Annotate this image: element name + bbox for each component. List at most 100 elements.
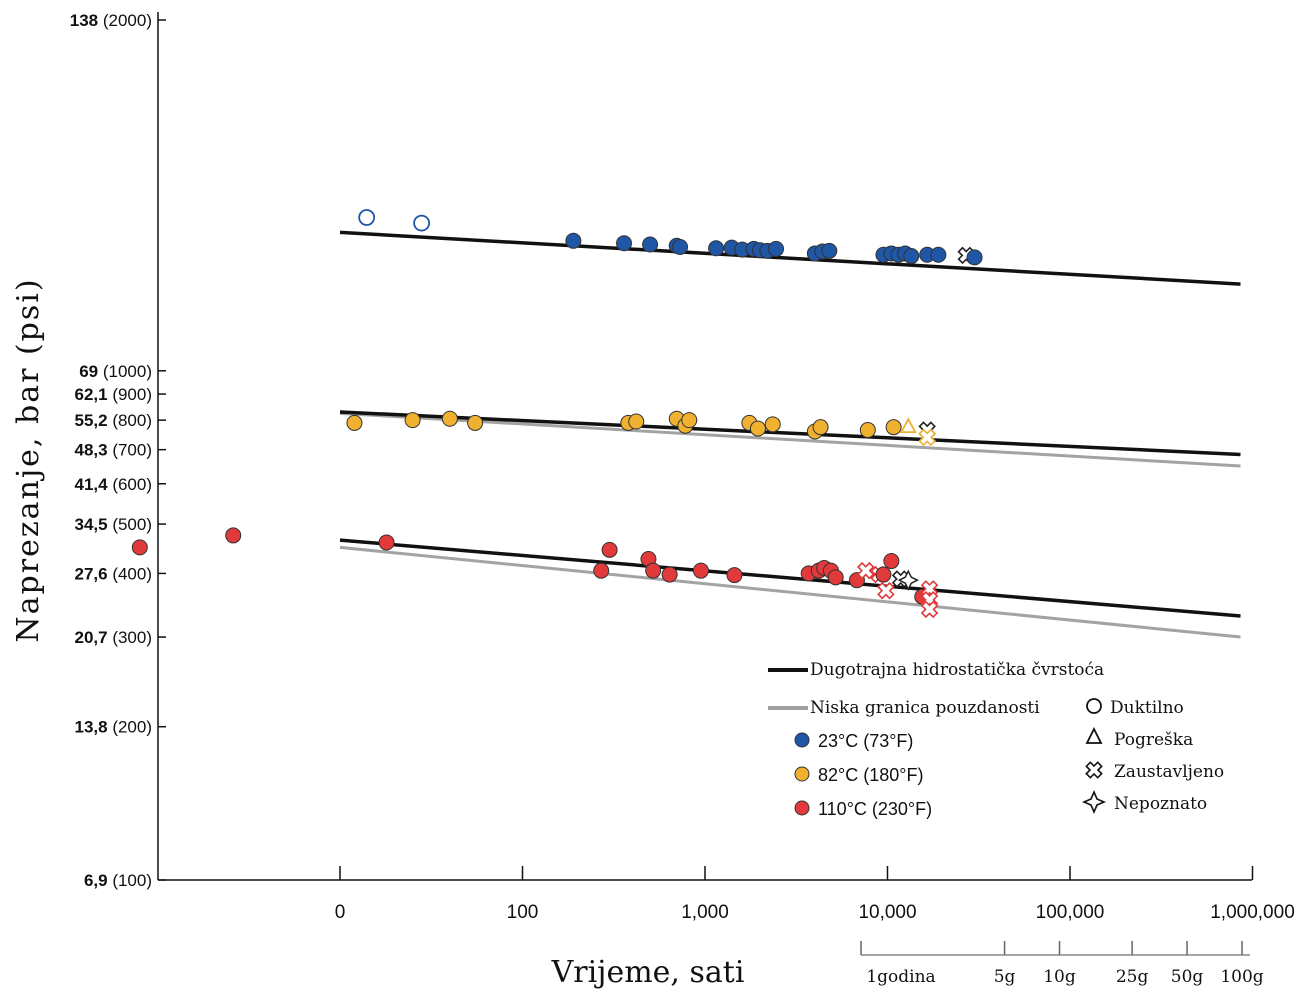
point — [903, 248, 920, 265]
y-tick-psi: (400) — [112, 564, 152, 583]
legend-marker-cross — [1085, 761, 1103, 779]
point — [930, 246, 947, 263]
point — [812, 419, 829, 436]
point — [692, 562, 709, 579]
y-tick-psi: (900) — [112, 385, 152, 404]
point — [601, 541, 618, 558]
y-tick-bar: 27,6 — [75, 564, 113, 583]
legend-marker-shape — [1081, 789, 1107, 815]
point — [441, 410, 458, 427]
circle-open-icon — [1086, 698, 1102, 714]
point — [875, 566, 892, 583]
y-tick-label: 138 (2000) — [70, 11, 152, 30]
point — [883, 553, 900, 570]
y-tick-bar: 138 — [70, 11, 103, 30]
years-axis: 1godina 5g 10g 25g 50g 100g — [860, 941, 1264, 987]
y-tick-psi: (2000) — [103, 11, 152, 30]
legend-marker-label: Duktilno — [1110, 698, 1184, 718]
legend-series-swatch — [794, 766, 810, 782]
lcl-line — [339, 411, 1241, 468]
point-stopped — [856, 561, 875, 580]
y-tick-label: 69 (1000) — [79, 362, 152, 381]
point — [628, 413, 645, 430]
y-axis-title: Naprezanje, bar (psi) — [11, 277, 46, 642]
point-stopped — [918, 428, 936, 447]
cross-x-icon — [1085, 761, 1103, 779]
y-tick-bar: 62,1 — [75, 385, 113, 404]
legend-series-swatch — [794, 800, 810, 816]
legend-series-label: 110°C (230°F) — [818, 799, 932, 819]
point — [768, 240, 785, 257]
x-tick-label: 10,000 — [858, 902, 916, 923]
point — [885, 419, 902, 436]
point — [821, 242, 838, 259]
point — [645, 562, 662, 579]
point-stopped-shape — [877, 581, 895, 600]
y-tick-psi: (100) — [112, 871, 152, 890]
triangle-icon — [1085, 726, 1103, 744]
legend: Dugotrajna hidrostatička čvrstoća Niska g… — [768, 660, 1224, 819]
point — [681, 412, 698, 429]
y-tick-psi: (700) — [112, 441, 152, 460]
legend-series-label: 82°C (180°F) — [818, 765, 923, 785]
y-tick-bar: 55,2 — [75, 411, 113, 430]
legend-series-label: 23°C (73°F) — [818, 731, 913, 751]
legend-marker-label: Zaustavljeno — [1114, 762, 1224, 782]
point — [726, 567, 743, 584]
y-tick-psi: (500) — [112, 515, 152, 534]
point — [859, 422, 876, 439]
diamond-star-icon — [1081, 789, 1107, 815]
y-tick-bar: 69 — [79, 362, 103, 381]
x-tick-label: 100 — [507, 902, 539, 923]
legend-marker-label: Nepoznato — [1114, 794, 1207, 814]
legend-marker-shape — [1085, 726, 1103, 744]
y-tick-label: 34,5 (500) — [75, 515, 153, 534]
point-stopped-shape — [856, 561, 875, 580]
point — [378, 534, 395, 551]
y-tick-psi: (200) — [112, 718, 152, 737]
y-tick-psi: (600) — [112, 475, 152, 494]
x-tick-label: 100,000 — [1036, 902, 1105, 923]
point — [404, 412, 421, 429]
y-tick-label: 20,7 (300) — [75, 628, 153, 647]
years-tick-label: 5g — [994, 967, 1016, 987]
legend-line-label: Niska granica pouzdanosti — [810, 698, 1040, 718]
y-tick-label: 6,9 (100) — [84, 871, 152, 890]
years-tick-label: 25g — [1116, 967, 1149, 987]
years-tick-label: 50g — [1171, 967, 1204, 987]
point-stopped-shape — [920, 600, 939, 619]
x-tick-label: 1,000,000 — [1210, 902, 1295, 923]
x-tick-label: 1,000 — [681, 902, 729, 923]
years-tick-label: 10g — [1043, 967, 1076, 987]
point — [749, 420, 766, 437]
point — [346, 414, 363, 431]
point — [642, 236, 659, 253]
y-tick-bar: 41,4 — [75, 475, 113, 494]
legend-marker-shape — [1085, 761, 1103, 779]
y-tick-label: 62,1 (900) — [75, 385, 153, 404]
point — [764, 416, 781, 433]
point-ductile — [413, 214, 431, 232]
lcl-line — [339, 545, 1241, 639]
point — [672, 239, 689, 256]
ltsh-line — [339, 538, 1241, 618]
y-tick-bar: 6,9 — [84, 871, 112, 890]
point-stopped-shape — [918, 428, 936, 447]
point — [661, 566, 678, 583]
years-tick-label: 100g — [1220, 967, 1263, 987]
legend-marker-shape — [1086, 698, 1102, 714]
point — [593, 562, 610, 579]
point — [565, 232, 582, 249]
point-stopped — [920, 600, 939, 619]
regression-lines — [339, 230, 1241, 639]
y-tick-label: 55,2 (800) — [75, 411, 153, 430]
point-ductile — [358, 209, 376, 226]
x-tick-label: 0 — [335, 902, 346, 923]
y-tick-bar: 48,3 — [75, 441, 113, 460]
legend-marker-label: Pogreška — [1114, 730, 1193, 750]
point — [467, 414, 484, 431]
y-tick-label: 48,3 (700) — [75, 441, 153, 460]
legend-line-label: Dugotrajna hidrostatička čvrstoća — [810, 660, 1104, 680]
point-stopped — [877, 581, 895, 600]
point-unknown — [897, 569, 919, 591]
